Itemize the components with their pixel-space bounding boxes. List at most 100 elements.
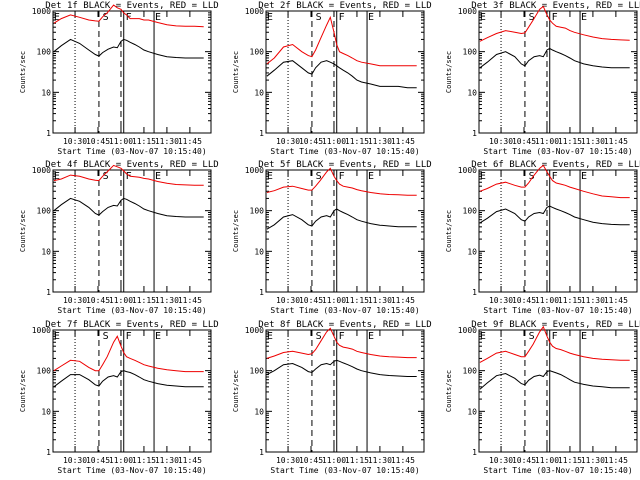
chart-panel-3: Det 3f BLACK = Events, RED = LLD 1 10 100 10…: [445, 1, 640, 156]
event-marker-s: S: [316, 331, 322, 342]
plot-frame: [52, 10, 212, 134]
event-marker-s: S: [529, 171, 535, 182]
x-tick-label: 11:00: [109, 456, 133, 465]
y-tick-label: 1000: [458, 166, 477, 175]
x-axis-label: Start Time (03-Nov-07 10:15:40): [483, 306, 632, 315]
chart-title: Det 7f BLACK = Events, RED = LLD: [45, 320, 218, 330]
x-tick-label: 11:00: [535, 137, 559, 146]
y-tick-label: 1000: [245, 7, 264, 16]
y-tick-label: 1000: [32, 166, 51, 175]
y-tick-label: 10: [467, 247, 477, 256]
events-series-line: [479, 370, 630, 390]
plot-frame: [478, 10, 638, 134]
chart-title: Det 5f BLACK = Events, RED = LLD: [258, 160, 431, 170]
x-axis-label: Start Time (03-Nov-07 10:15:40): [270, 466, 419, 475]
x-tick-label: 11:15: [132, 296, 156, 305]
y-tick-label: 1: [259, 129, 264, 138]
x-tick-label: 11:00: [535, 456, 559, 465]
event-marker-s: S: [529, 12, 535, 23]
x-tick-label: 11:15: [132, 456, 156, 465]
x-tick-label: 11:15: [345, 137, 369, 146]
y-tick-label: 100: [463, 367, 478, 376]
x-tick-label: 10:30: [276, 137, 300, 146]
x-tick-label: 11:15: [558, 137, 582, 146]
y-tick-label: 1: [46, 288, 51, 297]
chart-title: Det 3f BLACK = Events, RED = LLD: [471, 1, 640, 11]
lld-series-line: [479, 325, 630, 363]
x-tick-label: 10:45: [512, 456, 536, 465]
y-axis-label: Counts/sec: [19, 210, 27, 252]
y-tick-label: 10: [467, 88, 477, 97]
y-tick-label: 1: [259, 448, 264, 457]
lld-series-line: [479, 164, 630, 199]
y-tick-label: 10: [254, 247, 264, 256]
chart-panel-2: Det 2f BLACK = Events, RED = LLD 1 10 100 10…: [232, 1, 432, 156]
x-tick-label: 11:30: [581, 456, 605, 465]
x-axis-label: Start Time (03-Nov-07 10:15:40): [483, 466, 632, 475]
event-marker-e: E: [368, 171, 374, 182]
event-marker-e: E: [480, 331, 486, 342]
y-tick-label: 1: [46, 448, 51, 457]
y-axis-label: Counts/sec: [19, 370, 27, 412]
y-axis-label: Counts/sec: [232, 51, 240, 93]
chart-panel-5: Det 5f BLACK = Events, RED = LLD 1 10 100 10…: [232, 160, 432, 315]
x-tick-label: 11:30: [368, 296, 392, 305]
events-series-line: [266, 60, 417, 89]
y-tick-label: 1000: [245, 326, 264, 335]
plot-frame: [478, 169, 638, 293]
x-tick-label: 11:30: [581, 296, 605, 305]
chart-panel-9: Det 9f BLACK = Events, RED = LLD 1 10 100 10…: [445, 320, 640, 475]
x-tick-label: 10:30: [63, 137, 87, 146]
x-tick-label: 10:30: [489, 296, 513, 305]
y-tick-label: 10: [467, 407, 477, 416]
plot-frame: [52, 169, 212, 293]
event-marker-e: E: [581, 331, 587, 342]
x-tick-label: 11:45: [178, 137, 202, 146]
x-tick-label: 10:30: [276, 456, 300, 465]
x-tick-label: 11:15: [558, 296, 582, 305]
x-tick-label: 11:45: [604, 296, 628, 305]
y-tick-label: 100: [250, 48, 265, 57]
y-tick-label: 1: [259, 288, 264, 297]
chart-title: Det 4f BLACK = Events, RED = LLD: [45, 160, 218, 170]
event-marker-e: E: [480, 12, 486, 23]
lld-series-line: [53, 164, 204, 186]
y-tick-label: 1000: [245, 166, 264, 175]
chart-title: Det 6f BLACK = Events, RED = LLD: [471, 160, 640, 170]
events-series-line: [53, 38, 204, 59]
event-marker-f: F: [339, 12, 345, 23]
event-marker-e: E: [368, 12, 374, 23]
x-tick-label: 11:15: [132, 137, 156, 146]
lld-series-line: [266, 167, 417, 196]
y-tick-label: 10: [41, 247, 51, 256]
x-axis-label: Start Time (03-Nov-07 10:15:40): [270, 306, 419, 315]
event-marker-e: E: [267, 12, 273, 23]
chart-panel-7: Det 7f BLACK = Events, RED = LLD 1 10 100 10…: [19, 320, 219, 475]
x-tick-label: 11:00: [322, 456, 346, 465]
y-tick-label: 1000: [458, 7, 477, 16]
event-marker-e: E: [480, 171, 486, 182]
x-tick-label: 11:30: [155, 296, 179, 305]
y-tick-label: 10: [41, 88, 51, 97]
event-marker-e: E: [155, 331, 161, 342]
chart-title: Det 8f BLACK = Events, RED = LLD: [258, 320, 431, 330]
events-series-line: [53, 197, 204, 218]
x-tick-label: 11:45: [178, 296, 202, 305]
y-axis-label: Counts/sec: [445, 51, 453, 93]
x-axis-label: Start Time (03-Nov-07 10:15:40): [270, 147, 419, 156]
lld-series-line: [479, 5, 630, 42]
x-tick-label: 10:45: [86, 137, 110, 146]
x-axis-label: Start Time (03-Nov-07 10:15:40): [57, 466, 206, 475]
event-marker-e: E: [368, 331, 374, 342]
chart-title: Det 1f BLACK = Events, RED = LLD: [45, 1, 218, 11]
event-marker-f: F: [552, 331, 558, 342]
plot-frame: [52, 329, 212, 453]
x-axis-label: Start Time (03-Nov-07 10:15:40): [57, 147, 206, 156]
y-tick-label: 100: [37, 48, 52, 57]
lld-series-line: [266, 327, 417, 359]
x-tick-label: 11:00: [535, 296, 559, 305]
x-tick-label: 10:30: [489, 137, 513, 146]
y-tick-label: 100: [250, 367, 265, 376]
event-marker-s: S: [316, 12, 322, 23]
y-axis-label: Counts/sec: [19, 51, 27, 93]
